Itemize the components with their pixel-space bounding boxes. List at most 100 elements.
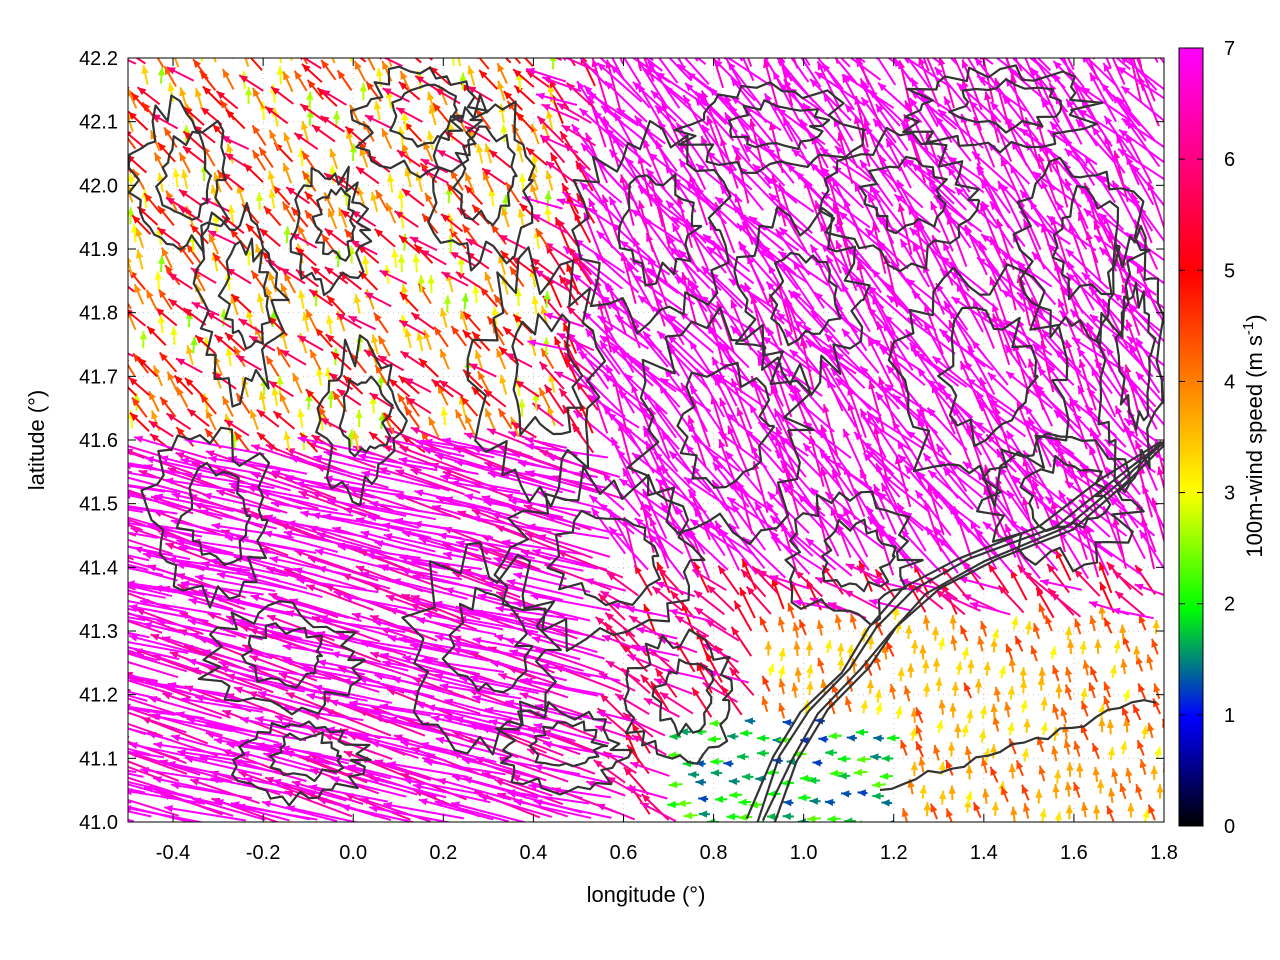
- wind-vector-head: [767, 327, 775, 337]
- wind-vector: [803, 420, 852, 459]
- wind-vector-head: [360, 797, 370, 805]
- wind-vector: [317, 660, 397, 679]
- wind-vector-head: [147, 521, 157, 530]
- wind-vector-head: [905, 625, 913, 634]
- wind-vector-head: [423, 329, 431, 339]
- wind-vector: [370, 777, 447, 799]
- wind-vector: [128, 484, 178, 494]
- wind-vector-head: [857, 789, 866, 797]
- wind-vector: [208, 456, 291, 472]
- wind-vector: [128, 694, 148, 702]
- wind-vector: [133, 648, 202, 675]
- wind-vector: [380, 565, 463, 581]
- wind-vector-head: [1032, 343, 1042, 353]
- wind-vector-head: [806, 681, 814, 690]
- wind-vector-head: [337, 389, 346, 397]
- wind-vector-head: [982, 788, 990, 798]
- wind-vector: [784, 328, 821, 375]
- wind-vector-head: [397, 150, 406, 158]
- wind-vector-head: [1113, 640, 1121, 649]
- wind-vector-head: [283, 132, 291, 142]
- wind-vector-head: [140, 766, 150, 775]
- wind-vector-head: [605, 612, 614, 621]
- wind-vector-head: [471, 509, 481, 517]
- wind-vector-head: [305, 210, 313, 220]
- wind-vector: [291, 780, 364, 805]
- wind-vector-head: [710, 757, 719, 766]
- wind-vector-head: [95, 478, 104, 485]
- wind-vector-head: [495, 605, 505, 613]
- wind-vector-head: [83, 477, 92, 484]
- wind-vector-head: [145, 456, 155, 464]
- wind-vector-head: [1106, 562, 1116, 571]
- wind-vector-head: [462, 330, 472, 339]
- wind-vector-head: [927, 379, 936, 388]
- wind-vector: [486, 428, 554, 456]
- wind-vector: [128, 352, 134, 358]
- wind-vector: [754, 501, 782, 552]
- wind-vector: [189, 778, 260, 805]
- wind-vector-head: [1011, 616, 1019, 626]
- wind-vector: [537, 534, 611, 558]
- wind-vector-head: [369, 395, 377, 405]
- wind-vector-head: [950, 635, 958, 645]
- wind-vector-head: [862, 417, 872, 426]
- wind-vector: [128, 566, 178, 582]
- wind-vector-head: [420, 741, 430, 750]
- wind-vector-head: [116, 153, 124, 162]
- wind-vector-head: [664, 667, 673, 676]
- wind-vector-head: [355, 517, 365, 525]
- wind-vector: [659, 377, 712, 413]
- wind-vector-head: [707, 735, 717, 743]
- wind-vector: [501, 540, 584, 556]
- wind-vector: [347, 764, 425, 786]
- wind-vector-head: [445, 587, 454, 595]
- wind-vector: [1071, 336, 1124, 372]
- wind-vector: [128, 722, 164, 738]
- wind-vector: [1086, 387, 1125, 433]
- wind-vector: [1078, 499, 1128, 537]
- wind-vector-head: [669, 732, 678, 741]
- wind-vector-head: [77, 664, 86, 671]
- wind-vector-head: [904, 465, 914, 475]
- wind-vector-head: [989, 276, 997, 286]
- wind-vector: [820, 466, 840, 519]
- wind-vector-head: [1045, 496, 1055, 505]
- wind-vector-head: [1024, 621, 1033, 630]
- wind-vector-head: [596, 803, 606, 811]
- wind-vector-head: [505, 699, 515, 707]
- wind-vector-head: [371, 334, 379, 344]
- wind-vector-head: [457, 510, 467, 518]
- wind-vector: [752, 461, 769, 513]
- wind-vector-head: [641, 674, 650, 684]
- wind-vector-head: [1073, 782, 1081, 792]
- wind-vector-head: [297, 435, 307, 444]
- wind-vector-head: [296, 577, 306, 585]
- wind-vector-head: [106, 770, 115, 777]
- wind-vector: [1166, 665, 1169, 677]
- wind-vector-head: [1108, 788, 1116, 797]
- wind-vector-head: [744, 717, 754, 725]
- wind-vector-head: [54, 757, 63, 764]
- wind-vector-head: [383, 801, 393, 810]
- wind-vector: [128, 798, 179, 817]
- wind-vector: [286, 806, 360, 822]
- wind-vector-head: [494, 779, 504, 786]
- wind-vector: [508, 505, 581, 531]
- wind-vector-head: [513, 572, 523, 580]
- wind-vector-head: [515, 380, 525, 389]
- wind-vector-head: [932, 356, 942, 365]
- wind-vector-head: [352, 612, 362, 620]
- wind-vector: [936, 459, 984, 499]
- wind-vector-head: [235, 355, 245, 363]
- wind-vector: [283, 531, 363, 550]
- wind-vector: [243, 777, 324, 796]
- wind-vector-head: [888, 820, 894, 822]
- wind-vector: [484, 708, 567, 724]
- wind-vector: [497, 673, 569, 699]
- wind-vector-head: [295, 480, 305, 489]
- wind-vector: [1016, 401, 1038, 453]
- wind-vector-head: [554, 336, 562, 346]
- wind-vector-head: [989, 399, 998, 408]
- wind-vector-head: [265, 286, 273, 296]
